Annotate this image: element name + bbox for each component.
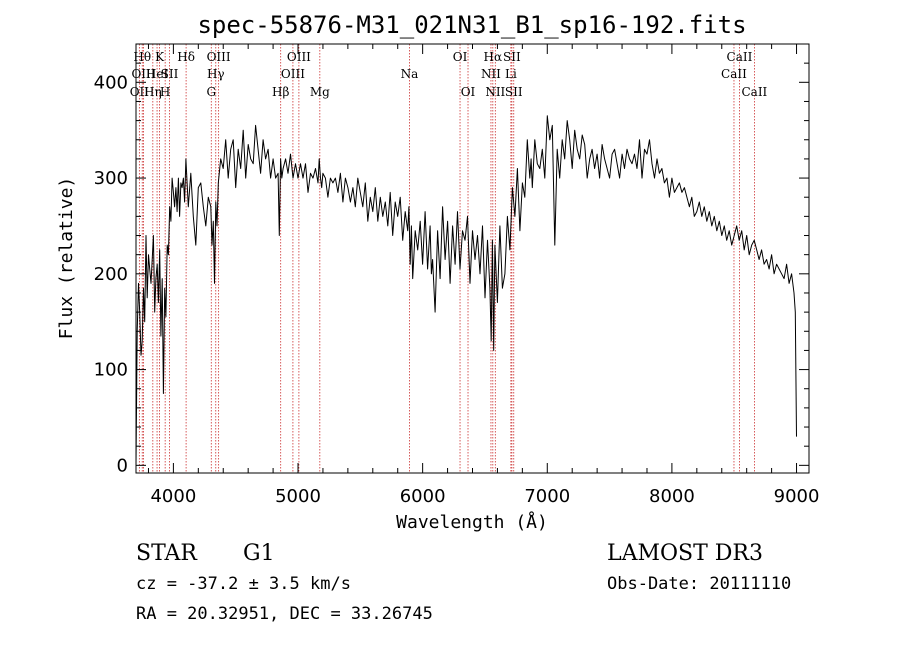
y-axis-label: Flux (relative) — [56, 177, 77, 340]
y-tick-label: 400 — [94, 72, 128, 93]
spectral-line-label: OI — [461, 85, 476, 99]
spectral-line-label: Hθ — [133, 50, 151, 64]
spectral-line-markers — [138, 44, 755, 473]
y-tick-label: 0 — [117, 455, 128, 476]
spectral-line-labels: OII Hθ OIII Hη HeI K H SII Hδ G Hγ OIII Hβ OIII OIII Mg… — [130, 50, 768, 99]
survey-name: LAMOST DR3 — [607, 541, 763, 566]
x-tick-label: 5000 — [275, 486, 321, 507]
coordinates: RA = 20.32951, DEC = 33.26745 — [136, 604, 433, 624]
spectral-line-label: CaII — [727, 50, 753, 64]
chart-title: spec-55876-M31_021N31_B1_sp16-192.fits — [197, 11, 746, 39]
obs-date: Obs-Date: 20111110 — [607, 574, 791, 594]
spectral-line-label: CaII — [721, 67, 747, 81]
cz-value: cz = -37.2 ± 3.5 km/s — [136, 574, 351, 594]
x-tick-label: 7000 — [524, 486, 570, 507]
spectral-line-label: Hη — [144, 85, 162, 99]
spectral-line-label: CaII — [741, 85, 767, 99]
y-tick-label: 100 — [94, 360, 128, 381]
x-tick-label: 4000 — [150, 486, 196, 507]
spectral-line-label: Hγ — [207, 67, 225, 81]
x-axis-label: Wavelength (Å) — [396, 511, 548, 533]
spectrum-line — [135, 115, 797, 466]
spectral-line-label: Hα — [484, 50, 503, 64]
spectral-line-label: H — [160, 85, 170, 99]
x-tick-label: 6000 — [400, 486, 446, 507]
y-tick-label: 200 — [94, 264, 128, 285]
spectral-line-label: Hδ — [177, 50, 195, 64]
spectral-line-label: NII — [485, 85, 505, 99]
spectral-line-label: OII — [130, 85, 150, 99]
spectral-line-label: OIII — [281, 67, 305, 81]
y-tick-label: 300 — [94, 168, 128, 189]
spectral-line-label: Mg — [310, 85, 330, 99]
spectrum-series — [135, 115, 797, 466]
spectral-line-label: Hβ — [272, 85, 289, 99]
x-tick-label: 8000 — [649, 486, 695, 507]
spectral-line-label: G — [206, 85, 216, 99]
spectral-line-label: HeI — [146, 67, 169, 81]
spectral-line-label: OIII — [287, 50, 311, 64]
object-class: STAR — [136, 541, 198, 566]
spectral-line-label: NII — [481, 67, 501, 81]
spectral-line-label: K — [155, 50, 165, 64]
x-tick-label: 9000 — [774, 486, 820, 507]
x-axis-ticks: 4000 5000 6000 7000 8000 9000 — [147, 44, 820, 507]
object-subclass: G1 — [243, 541, 275, 566]
spectral-line-label: OIII — [207, 50, 231, 64]
spectral-line-label: OI — [453, 50, 468, 64]
spectral-line-label: SII — [505, 85, 523, 99]
spectral-line-label: OIII — [131, 67, 155, 81]
spectral-line-label: SII — [503, 50, 521, 64]
spectral-line-label: SII — [161, 67, 179, 81]
spectral-line-label: Li — [505, 67, 517, 81]
plot-frame — [135, 43, 810, 474]
spectral-line-label: Na — [401, 67, 419, 81]
y-axis-ticks: 0 100 200 300 400 — [94, 62, 809, 476]
